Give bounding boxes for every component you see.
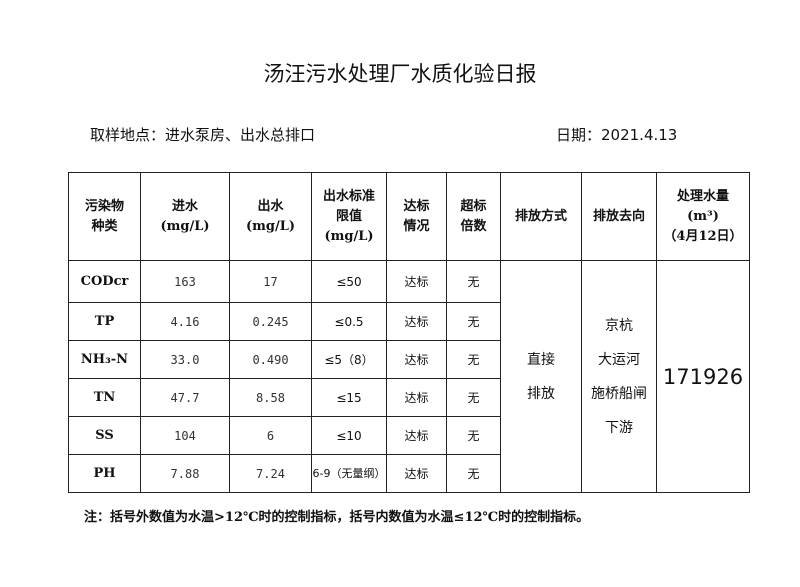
compliance-cell: 达标	[386, 340, 447, 379]
water-quality-table: 污染物种类 进水(mg/L) 出水(mg/L) 出水标准 限值 (mg/L) 达标情…	[68, 172, 750, 493]
discharge-dest-cell: 京杭 大运河 施桥船闸 下游	[581, 260, 657, 493]
influent-cell: 163	[140, 260, 230, 303]
influent-cell: 4.16	[140, 302, 230, 341]
report-title: 汤汪污水处理厂水质化验日报	[263, 62, 537, 86]
header-exceed: 超标倍数	[446, 172, 501, 261]
compliance-cell: 达标	[386, 416, 447, 455]
header-row: 污染物种类 进水(mg/L) 出水(mg/L) 出水标准 限值 (mg/L) 达标情…	[68, 172, 750, 261]
compliance-cell: 达标	[386, 454, 447, 493]
limit-cell: ≤15	[311, 378, 387, 417]
footnote: 注：括号外数值为水温>12℃时的控制指标，括号内数值为水温≤12℃时的控制指标。	[84, 510, 590, 525]
exceed-cell: 无	[446, 454, 501, 493]
effluent-cell: 7.24	[229, 454, 312, 493]
header-influent-label: 进水(mg/L)	[160, 198, 210, 234]
volume-cell: 171926	[656, 260, 750, 493]
pollutant-cell: TP	[68, 302, 141, 341]
table-row: SS 104 6 ≤10 达标 无	[68, 416, 750, 455]
exceed-cell: 无	[446, 340, 501, 379]
limit-cell: ≤50	[311, 260, 387, 303]
compliance-cell: 达标	[386, 302, 447, 341]
header-compliance-label: 达标情况	[403, 198, 430, 234]
table-row: NH₃-N 33.0 0.490 ≤5（8） 达标 无	[68, 340, 750, 379]
pollutant-cell: TN	[68, 378, 141, 417]
influent-cell: 47.7	[140, 378, 230, 417]
effluent-cell: 0.490	[229, 340, 312, 379]
header-exceed-label: 超标倍数	[460, 198, 487, 234]
table-row: PH 7.88 7.24 6-9（无量纲） 达标 无	[68, 454, 750, 493]
header-compliance: 达标情况	[386, 172, 447, 261]
effluent-cell: 17	[229, 260, 312, 303]
influent-cell: 104	[140, 416, 230, 455]
header-discharge-method: 排放方式	[500, 172, 582, 261]
header-pollutant-label: 污染物种类	[84, 198, 124, 234]
exceed-cell: 无	[446, 416, 501, 455]
exceed-cell: 无	[446, 378, 501, 417]
pollutant-cell: CODcr	[68, 260, 141, 303]
limit-cell: ≤5（8）	[311, 340, 387, 379]
influent-cell: 33.0	[140, 340, 230, 379]
discharge-method-cell: 直接 排放	[500, 260, 582, 493]
header-effluent: 出水(mg/L)	[229, 172, 312, 261]
exceed-cell: 无	[446, 302, 501, 341]
effluent-cell: 8.58	[229, 378, 312, 417]
header-discharge-dest: 排放去向	[581, 172, 657, 261]
limit-cell: ≤0.5	[311, 302, 387, 341]
sampling-location: 取样地点：进水泵房、出水总排口	[90, 126, 316, 144]
compliance-cell: 达标	[386, 378, 447, 417]
header-limit: 出水标准 限值 (mg/L)	[311, 172, 387, 261]
header-influent: 进水(mg/L)	[140, 172, 230, 261]
report-date: 日期：2021.4.13	[556, 126, 678, 144]
exceed-cell: 无	[446, 260, 501, 303]
effluent-cell: 0.245	[229, 302, 312, 341]
header-pollutant: 污染物种类	[68, 172, 141, 261]
limit-cell: 6-9（无量纲）	[311, 454, 387, 493]
limit-cell: ≤10	[311, 416, 387, 455]
influent-cell: 7.88	[140, 454, 230, 493]
header-volume: 处理水量 (m³) （4月12日）	[656, 172, 750, 261]
table-row: TN 47.7 8.58 ≤15 达标 无	[68, 378, 750, 417]
table-row: CODcr 163 17 ≤50 达标 无 直接 排放 京杭 大运河 施桥船闸 下游 1…	[68, 260, 750, 493]
header-effluent-label: 出水(mg/L)	[245, 198, 296, 234]
effluent-cell: 6	[229, 416, 312, 455]
pollutant-cell: SS	[68, 416, 141, 455]
pollutant-cell: PH	[68, 454, 141, 493]
pollutant-cell: NH₃-N	[68, 340, 141, 379]
table-row: TP 4.16 0.245 ≤0.5 达标 无	[68, 302, 750, 341]
compliance-cell: 达标	[386, 260, 447, 303]
